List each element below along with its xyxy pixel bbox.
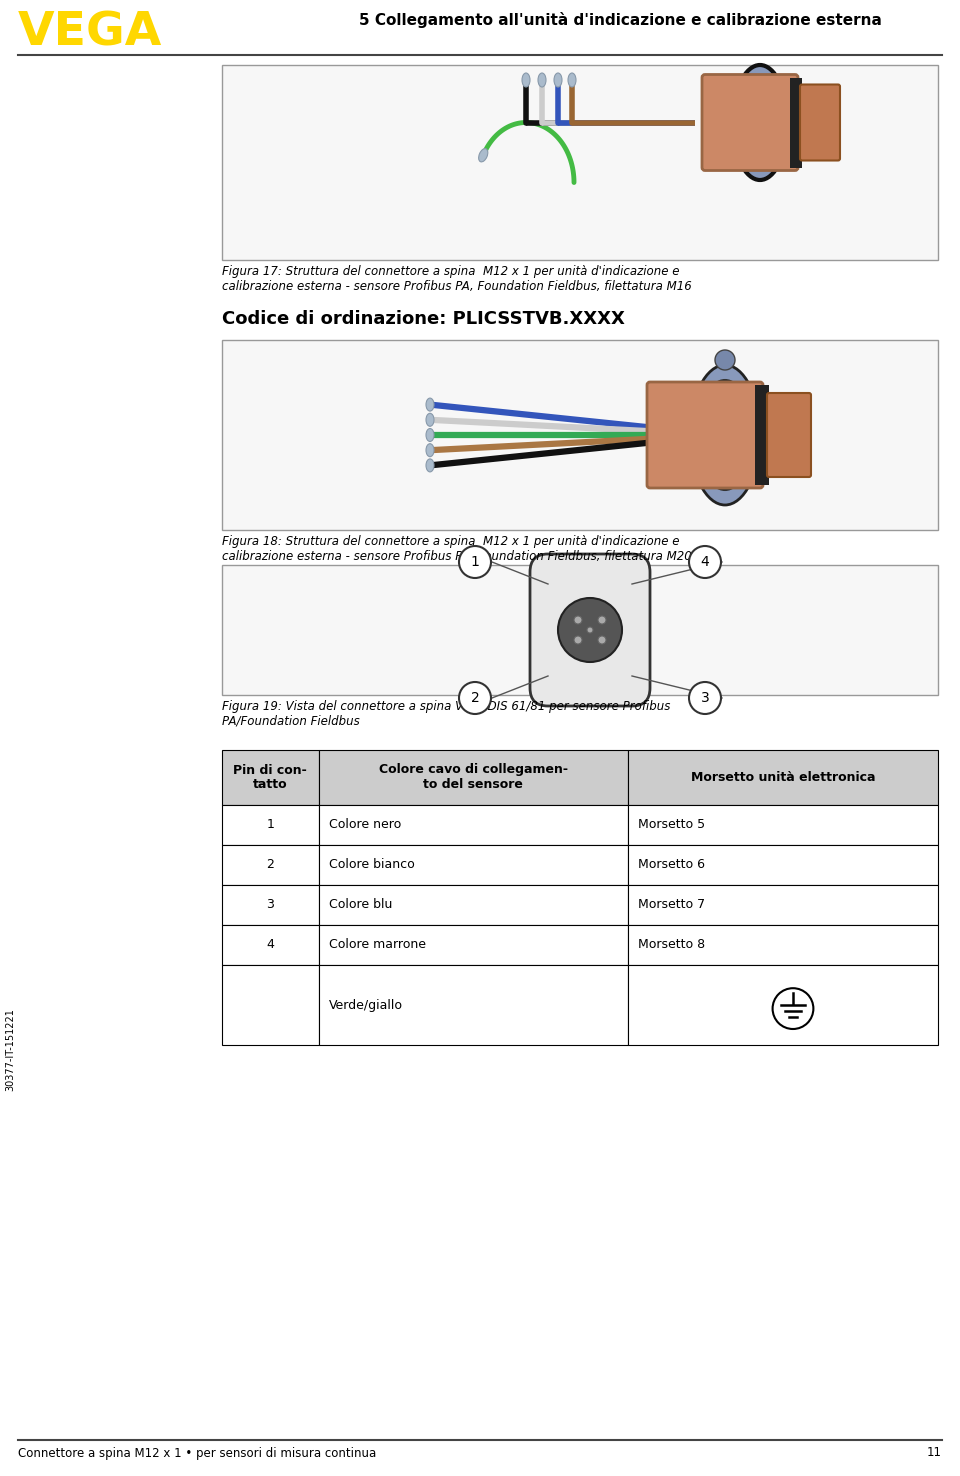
Text: 1: 1 [266, 819, 275, 831]
Ellipse shape [426, 428, 434, 441]
Bar [755, 385, 769, 486]
Circle shape [689, 546, 721, 579]
Text: Verde/giallo: Verde/giallo [328, 998, 402, 1011]
Text: Connettore a spina M12 x 1 • per sensori di misura continua: Connettore a spina M12 x 1 • per sensori… [18, 1446, 376, 1460]
Ellipse shape [690, 365, 760, 505]
Text: Colore bianco: Colore bianco [328, 859, 415, 871]
Bar [222, 925, 319, 965]
Text: 30377-IT-151221: 30377-IT-151221 [5, 1008, 15, 1091]
Text: Colore nero: Colore nero [328, 819, 401, 831]
Bar [790, 78, 802, 167]
Circle shape [598, 636, 606, 644]
Text: Colore blu: Colore blu [328, 899, 392, 912]
Bar [319, 844, 628, 886]
Bar [628, 925, 938, 965]
Bar [319, 750, 628, 804]
Text: VEGA: VEGA [18, 10, 162, 55]
Bar [319, 804, 628, 844]
Text: Morsetto 8: Morsetto 8 [638, 939, 705, 952]
Text: 3: 3 [266, 899, 275, 912]
Circle shape [574, 615, 582, 624]
Circle shape [587, 627, 593, 633]
Circle shape [598, 615, 606, 624]
Text: 5 Collegamento all'unità d'indicazione e calibrazione esterna: 5 Collegamento all'unità d'indicazione e… [359, 12, 881, 28]
Text: 1: 1 [470, 555, 479, 570]
Text: 2: 2 [470, 691, 479, 706]
FancyBboxPatch shape [530, 554, 650, 706]
Text: Morsetto 7: Morsetto 7 [638, 899, 705, 912]
Ellipse shape [538, 72, 546, 87]
Text: Morsetto 5: Morsetto 5 [638, 819, 705, 831]
Bar [222, 844, 319, 886]
Text: Codice di ordinazione: PLICSSTVB.XXXX: Codice di ordinazione: PLICSSTVB.XXXX [222, 310, 625, 328]
Text: Pin di con-
tatto: Pin di con- tatto [233, 763, 307, 791]
Ellipse shape [479, 149, 488, 162]
FancyBboxPatch shape [702, 74, 798, 171]
Ellipse shape [426, 459, 434, 472]
Bar [319, 965, 628, 1045]
Text: Figura 17: Struttura del connettore a spina  M12 x 1 per unità d'indicazione e
c: Figura 17: Struttura del connettore a sp… [222, 266, 692, 294]
FancyBboxPatch shape [767, 393, 811, 477]
Text: 4: 4 [701, 555, 709, 570]
Text: Morsetto 6: Morsetto 6 [638, 859, 705, 871]
Ellipse shape [698, 379, 753, 490]
Ellipse shape [568, 72, 576, 87]
Ellipse shape [554, 72, 562, 87]
Text: 3: 3 [701, 691, 709, 706]
Circle shape [689, 682, 721, 714]
Ellipse shape [426, 399, 434, 412]
Text: 11: 11 [927, 1446, 942, 1460]
Bar [222, 965, 319, 1045]
Bar [628, 965, 938, 1045]
Text: Colore cavo di collegamen-
to del sensore: Colore cavo di collegamen- to del sensor… [379, 763, 567, 791]
Circle shape [558, 598, 622, 663]
Bar [319, 925, 628, 965]
Bar [628, 844, 938, 886]
Circle shape [459, 682, 491, 714]
Ellipse shape [732, 65, 787, 180]
Text: Figura 19: Vista del connettore a spina VEGADIS 61/81 per sensore Profibus
PA/Fo: Figura 19: Vista del connettore a spina … [222, 700, 670, 728]
Bar [222, 804, 319, 844]
Bar [319, 886, 628, 925]
Text: 2: 2 [266, 859, 275, 871]
Bar [222, 65, 938, 260]
Text: Colore marrone: Colore marrone [328, 939, 425, 952]
Ellipse shape [426, 413, 434, 427]
Text: Morsetto unità elettronica: Morsetto unità elettronica [691, 770, 876, 784]
Bar [222, 339, 938, 530]
Ellipse shape [522, 72, 530, 87]
Circle shape [459, 546, 491, 579]
Bar [222, 886, 319, 925]
Ellipse shape [715, 350, 735, 370]
FancyBboxPatch shape [800, 84, 840, 161]
Text: 4: 4 [266, 939, 275, 952]
Circle shape [574, 636, 582, 644]
Bar [628, 804, 938, 844]
FancyBboxPatch shape [647, 382, 763, 489]
Text: Figura 18: Struttura del connettore a spina  M12 x 1 per unità d'indicazione e
c: Figura 18: Struttura del connettore a sp… [222, 534, 692, 562]
Ellipse shape [426, 444, 434, 456]
Bar [628, 886, 938, 925]
Bar [222, 750, 319, 804]
Bar [628, 750, 938, 804]
Bar [222, 565, 938, 695]
